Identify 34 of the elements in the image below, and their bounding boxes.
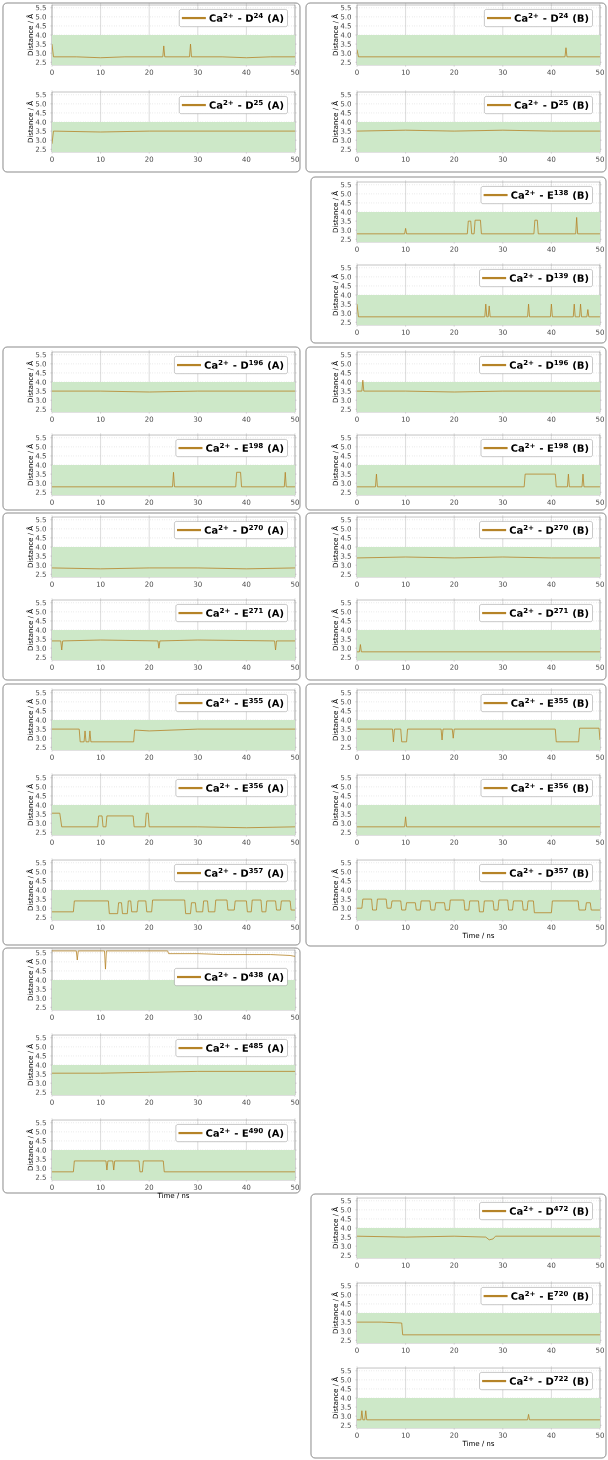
legend-label: Ca$^{2+}$ - D$^{357}$ (A) (204, 867, 284, 879)
legend-label: Ca$^{2+}$ - D$^{139}$ (B) (509, 272, 589, 284)
line-series (357, 217, 600, 235)
legend-label: Ca$^{2+}$ - D$^{271}$ (B) (509, 607, 589, 619)
line-series (52, 639, 295, 651)
legend-label: Ca$^{2+}$ - D$^{270}$ (B) (509, 524, 589, 536)
legend-label: Ca$^{2+}$ - D$^{25}$ (A) (209, 99, 284, 111)
legend-label: Ca$^{2+}$ - D$^{270}$ (A) (204, 524, 284, 536)
legend-label: Ca$^{2+}$ - E$^{355}$ (B) (511, 697, 589, 709)
legend-label: Ca$^{2+}$ - D$^{24}$ (B) (514, 12, 589, 24)
line-series (52, 43, 295, 59)
line-series (357, 898, 600, 914)
legend-label: Ca$^{2+}$ - D$^{25}$ (B) (514, 99, 589, 111)
legend-label: Ca$^{2+}$ - D$^{357}$ (B) (509, 867, 589, 879)
line-series (52, 812, 295, 829)
line-series (357, 303, 600, 318)
legend-label: Ca$^{2+}$ - D$^{196}$ (B) (509, 359, 589, 371)
legend-label: Ca$^{2+}$ - E$^{356}$ (B) (511, 782, 589, 794)
legend-label: Ca$^{2+}$ - E$^{271}$ (A) (206, 607, 284, 619)
legend-label: Ca$^{2+}$ - E$^{485}$ (A) (206, 1042, 284, 1054)
legend-label: Ca$^{2+}$ - E$^{198}$ (A) (206, 442, 284, 454)
legend-label: Ca$^{2+}$ - D$^{472}$ (B) (509, 1205, 589, 1217)
line-series (357, 727, 600, 743)
legend-label: Ca$^{2+}$ - E$^{720}$ (B) (511, 1290, 589, 1302)
legend-label: Ca$^{2+}$ - E$^{138}$ (B) (511, 189, 589, 201)
legend-label: Ca$^{2+}$ - E$^{356}$ (A) (206, 782, 284, 794)
line-series (52, 899, 295, 915)
legend-label: Ca$^{2+}$ - D$^{24}$ (A) (209, 12, 284, 24)
legend-label: Ca$^{2+}$ - E$^{355}$ (A) (206, 697, 284, 709)
legend-label: Ca$^{2+}$ - D$^{722}$ (B) (509, 1375, 589, 1387)
legend-label: Ca$^{2+}$ - D$^{196}$ (A) (204, 359, 284, 371)
legend-label: Ca$^{2+}$ - D$^{438}$ (A) (204, 971, 284, 982)
legend-label: Ca$^{2+}$ - E$^{490}$ (A) (206, 1127, 284, 1139)
legend-label: Ca$^{2+}$ - E$^{198}$ (B) (511, 442, 589, 454)
